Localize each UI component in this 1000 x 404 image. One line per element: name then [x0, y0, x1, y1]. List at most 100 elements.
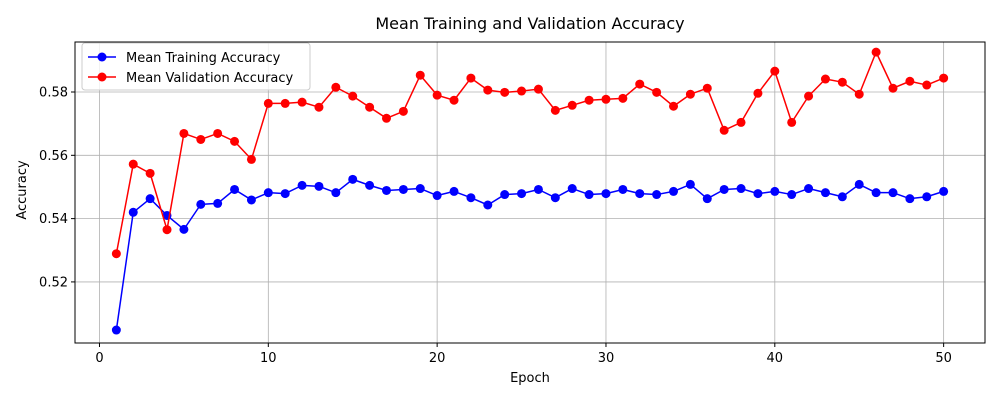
data-point	[213, 198, 223, 208]
data-point	[669, 186, 679, 196]
data-point	[449, 95, 459, 105]
data-point	[483, 85, 493, 95]
data-point	[128, 207, 138, 217]
data-point	[770, 186, 780, 196]
series-training	[111, 174, 949, 335]
data-point	[230, 136, 240, 146]
data-point	[550, 193, 560, 203]
data-point	[939, 186, 949, 196]
data-point	[888, 83, 898, 93]
legend-entry-training: Mean Training Accuracy	[88, 51, 281, 66]
data-point	[922, 192, 932, 202]
x-tick-label: 10	[260, 351, 277, 366]
data-point	[365, 180, 375, 190]
series-validation	[111, 47, 949, 259]
data-point	[888, 188, 898, 198]
data-point	[432, 90, 442, 100]
data-point	[837, 77, 847, 87]
data-point	[719, 125, 729, 135]
x-tick-label: 20	[429, 351, 446, 366]
data-point	[685, 179, 695, 189]
y-axis-label: Accuracy	[15, 160, 30, 220]
data-point	[314, 102, 324, 112]
series-line	[115, 178, 944, 331]
data-point	[635, 79, 645, 89]
data-point	[804, 91, 814, 101]
data-point	[584, 95, 594, 105]
data-point	[922, 80, 932, 90]
legend-marker-training	[97, 52, 107, 62]
data-point	[145, 168, 155, 178]
y-tick-label: 0.58	[39, 86, 68, 101]
data-point	[854, 179, 864, 189]
data-point	[348, 91, 358, 101]
data-point	[246, 195, 256, 205]
data-point	[466, 73, 476, 83]
data-point	[567, 100, 577, 110]
data-point	[280, 189, 290, 199]
data-point	[939, 73, 949, 83]
data-point	[145, 194, 155, 204]
data-point	[483, 200, 493, 210]
plot-frame	[74, 41, 986, 344]
data-point	[871, 188, 881, 198]
data-point	[550, 105, 560, 115]
data-point	[719, 184, 729, 194]
y-tick-label: 0.52	[39, 275, 68, 290]
x-tick-label: 30	[598, 351, 615, 366]
data-point	[196, 134, 206, 144]
data-point	[196, 199, 206, 209]
data-point	[263, 188, 273, 198]
data-point	[753, 88, 763, 98]
data-point	[787, 117, 797, 127]
data-point	[652, 190, 662, 200]
x-tick-label: 0	[95, 351, 103, 366]
data-point	[280, 98, 290, 108]
y-tick-label: 0.56	[39, 149, 68, 164]
data-point	[263, 98, 273, 108]
data-point	[331, 188, 341, 198]
data-point	[702, 194, 712, 204]
data-point	[601, 94, 611, 104]
data-point	[466, 193, 476, 203]
legend-marker-validation	[97, 72, 107, 82]
data-point	[398, 184, 408, 194]
data-point	[179, 224, 189, 234]
x-axis-label: Epoch	[510, 371, 550, 386]
data-point	[162, 225, 172, 235]
data-point	[432, 191, 442, 201]
series-layer	[111, 47, 949, 335]
data-point	[449, 186, 459, 196]
x-tick-label: 40	[767, 351, 784, 366]
data-point	[331, 82, 341, 92]
data-point	[669, 101, 679, 111]
data-point	[584, 190, 594, 200]
data-point	[517, 86, 527, 96]
ticks-layer: 0 10 20 30 40 50 0.52 0.54 0.56 0.58	[39, 86, 952, 366]
legend-box	[81, 42, 311, 91]
data-point	[804, 184, 814, 194]
data-point	[736, 117, 746, 127]
data-point	[381, 185, 391, 195]
data-point	[837, 192, 847, 202]
data-point	[517, 189, 527, 199]
data-point	[618, 184, 628, 194]
data-point	[128, 159, 138, 169]
data-point	[246, 154, 256, 164]
legend-label-training: Mean Training Accuracy	[126, 51, 281, 66]
legend: Mean Training Accuracy Mean Validation A…	[81, 42, 311, 91]
data-point	[348, 174, 358, 184]
data-point	[905, 76, 915, 86]
data-point	[820, 74, 830, 84]
data-point	[230, 184, 240, 194]
data-point	[111, 325, 121, 335]
data-point	[820, 188, 830, 198]
chart-title: Mean Training and Validation Accuracy	[375, 14, 684, 33]
data-point	[365, 102, 375, 112]
data-point	[500, 87, 510, 97]
y-tick-label: 0.54	[39, 212, 68, 227]
data-point	[297, 97, 307, 107]
data-point	[533, 84, 543, 94]
